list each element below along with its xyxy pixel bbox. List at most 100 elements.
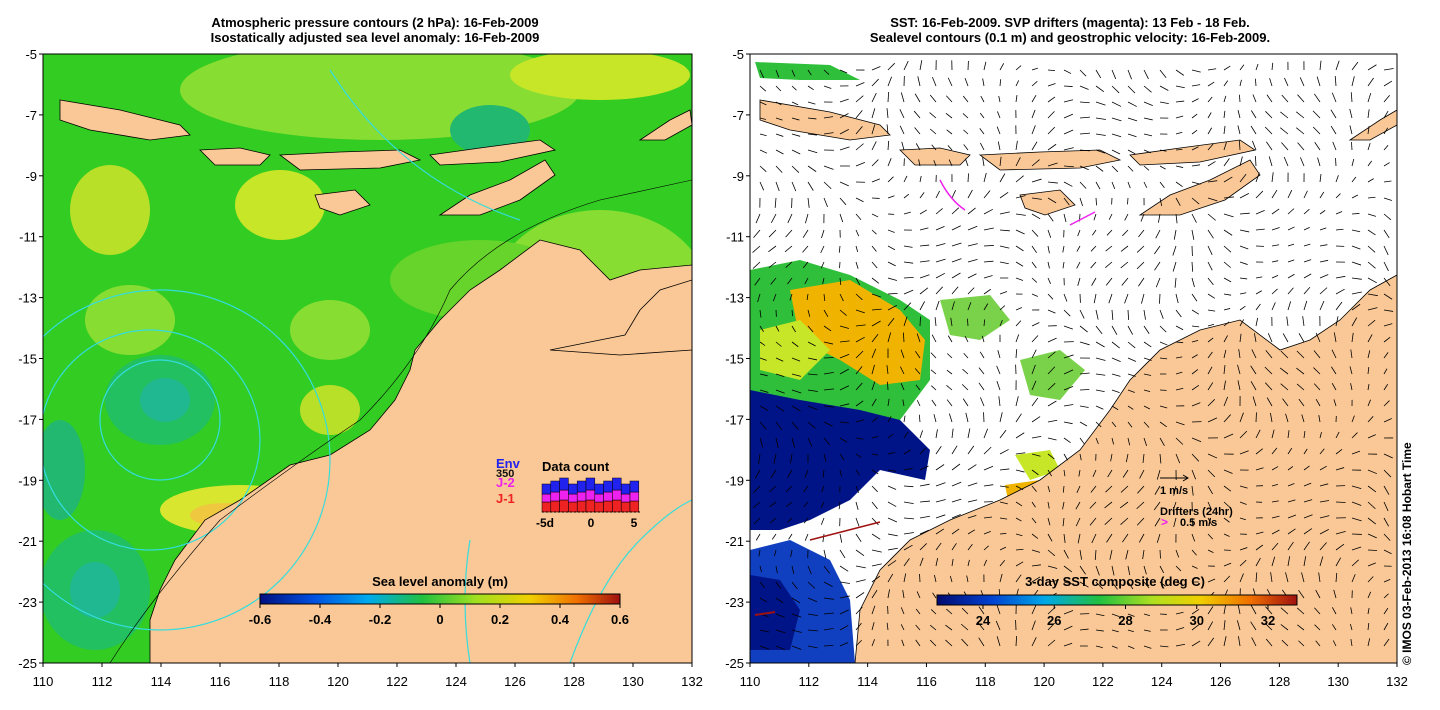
velocity-arrow xyxy=(759,389,769,393)
velocity-arrow xyxy=(1079,437,1085,445)
colorbar-tick-label: 26 xyxy=(1047,613,1061,628)
velocity-arrow xyxy=(855,336,865,343)
velocity-arrow xyxy=(948,159,953,167)
velocity-arrow xyxy=(964,158,969,167)
velocity-arrow xyxy=(902,332,905,343)
velocity-arrow xyxy=(1063,165,1074,168)
anomaly-yellow xyxy=(70,165,150,255)
velocity-arrow xyxy=(1268,156,1273,167)
velocity-arrow xyxy=(967,273,977,279)
velocity-arrow xyxy=(1351,559,1359,567)
velocity-arrow xyxy=(775,69,780,78)
velocity-arrow xyxy=(1047,309,1056,314)
velocity-arrow xyxy=(1383,400,1390,407)
velocity-arrow xyxy=(1271,62,1274,71)
velocity-arrow xyxy=(755,213,761,224)
velocity-arrow xyxy=(914,368,921,375)
x-tick-label: 132 xyxy=(681,674,703,689)
velocity-arrow xyxy=(1047,622,1055,631)
velocity-arrow xyxy=(1333,399,1337,407)
velocity-arrow xyxy=(855,95,864,103)
velocity-arrow xyxy=(947,77,953,87)
velocity-arrow xyxy=(1351,176,1357,183)
velocity-arrow xyxy=(1031,245,1037,254)
velocity-arrow xyxy=(951,428,954,439)
velocity-arrow xyxy=(1095,437,1099,444)
velocity-arrow xyxy=(789,293,793,301)
velocity-arrow xyxy=(791,629,802,633)
velocity-arrow xyxy=(1287,447,1293,455)
velocity-arrow xyxy=(1127,181,1131,189)
velocity-arrow xyxy=(903,468,913,471)
velocity-arrow xyxy=(978,382,985,391)
sst-colorbar-gradient xyxy=(936,594,1298,606)
velocity-arrow xyxy=(1301,572,1305,583)
velocity-arrow xyxy=(1191,229,1195,240)
velocity-arrow xyxy=(791,85,797,91)
velocity-arrow xyxy=(1367,307,1378,311)
velocity-arrow xyxy=(1207,81,1215,87)
velocity-arrow xyxy=(1143,565,1147,575)
velocity-arrow xyxy=(839,309,847,316)
velocity-arrow xyxy=(919,483,930,487)
velocity-arrow xyxy=(807,309,811,317)
velocity-arrow xyxy=(1143,357,1152,361)
velocity-arrow xyxy=(823,581,833,587)
velocity-arrow xyxy=(929,624,937,631)
velocity-arrow xyxy=(1138,229,1145,238)
velocity-arrow xyxy=(887,140,890,151)
velocity-arrow xyxy=(1223,396,1229,407)
velocity-arrow xyxy=(775,437,779,448)
velocity-arrow xyxy=(1077,533,1081,544)
velocity-arrow xyxy=(1047,337,1057,343)
velocity-arrow xyxy=(1264,382,1273,391)
velocity-arrow xyxy=(1280,624,1289,631)
x-tick-label: 112 xyxy=(92,674,113,689)
velocity-arrow xyxy=(1298,398,1305,407)
velocity-arrow xyxy=(1319,528,1329,535)
velocity-arrow xyxy=(1207,382,1214,391)
velocity-arrow xyxy=(1047,549,1056,557)
velocity-arrow xyxy=(1120,517,1129,525)
velocity-arrow xyxy=(1239,212,1250,215)
velocity-arrow xyxy=(1095,85,1105,93)
velocity-arrow xyxy=(775,133,784,137)
colorbar-tick-label: 30 xyxy=(1190,613,1204,628)
velocity-arrow xyxy=(1159,357,1168,360)
velocity-arrow xyxy=(1077,277,1081,286)
velocity-arrow xyxy=(1031,604,1037,615)
velocity-arrow xyxy=(1383,579,1391,583)
velocity-arrow xyxy=(1111,437,1115,445)
velocity-arrow xyxy=(1367,125,1370,135)
velocity-arrow xyxy=(775,565,778,574)
velocity-arrow xyxy=(1063,325,1073,330)
velocity-arrow xyxy=(1335,228,1344,231)
velocity-arrow xyxy=(899,125,905,135)
velocity-arrow xyxy=(1252,140,1257,151)
velocity-arrow xyxy=(1367,576,1374,583)
velocity-arrow xyxy=(1079,69,1087,77)
velocity-arrow xyxy=(807,325,814,333)
velocity-arrow xyxy=(1271,244,1280,247)
velocity-arrow xyxy=(961,384,969,391)
velocity-arrow xyxy=(915,624,921,631)
anomaly-teal xyxy=(450,105,530,155)
velocity-arrow xyxy=(1015,432,1025,439)
velocity-arrow xyxy=(887,452,896,455)
velocity-arrow xyxy=(871,469,879,475)
velocity-arrow xyxy=(1031,637,1037,647)
velocity-arrow xyxy=(1298,589,1305,599)
velocity-arrow xyxy=(1223,141,1228,151)
velocity-arrow xyxy=(1015,413,1022,423)
left-title-line2: Isostatically adjusted sea level anomaly… xyxy=(210,30,540,45)
velocity-arrow xyxy=(1127,133,1137,138)
velocity-arrow xyxy=(978,367,985,375)
x-tick-label: 118 xyxy=(975,674,996,689)
velocity-arrow xyxy=(1303,273,1312,279)
velocity-arrow xyxy=(1239,173,1247,183)
velocity-arrow xyxy=(820,245,825,254)
velocity-arrow xyxy=(1143,389,1151,392)
velocity-arrow xyxy=(1159,69,1167,78)
velocity-arrow xyxy=(1296,350,1305,359)
colorbar-tick-label: 28 xyxy=(1118,613,1132,628)
